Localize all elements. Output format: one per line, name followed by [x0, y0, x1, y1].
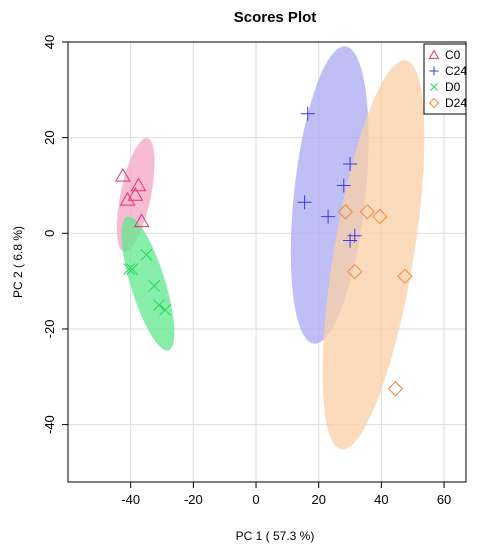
point-d24	[337, 204, 354, 220]
legend-marker-c24	[429, 66, 439, 76]
data-points	[114, 106, 413, 397]
legend-label-c24: C24	[445, 64, 467, 78]
axes: -40 -20 0 20 40 60 -40 -20 0 20 40	[42, 35, 451, 507]
point-d24	[387, 381, 404, 397]
legend: C0 C24 D0 D24	[423, 43, 467, 115]
point-c24	[300, 106, 315, 121]
x-tick-label: -20	[184, 492, 203, 507]
y-axis-label: PC 2 ( 6.8 %)	[11, 226, 25, 298]
point-c24	[343, 156, 358, 171]
y-tick-label: 40	[42, 35, 57, 49]
point-c24	[343, 233, 358, 248]
legend-marker-c0	[428, 49, 440, 59]
point-c24	[336, 178, 351, 193]
point-d24	[359, 204, 375, 220]
point-c24	[321, 209, 336, 224]
point-d24	[397, 268, 413, 285]
point-c24	[297, 195, 312, 210]
point-c0	[119, 191, 136, 206]
x-tick-label: 20	[311, 492, 325, 507]
x-tick-label: 40	[374, 492, 388, 507]
x-tick-label: 0	[252, 492, 259, 507]
point-d0	[126, 263, 139, 276]
legend-label-c0: C0	[445, 48, 461, 62]
legend-label-d24: D24	[445, 96, 467, 110]
ellipse-d24	[322, 60, 425, 450]
point-d0	[159, 303, 172, 316]
point-d0	[123, 263, 136, 276]
y-tick-label: -40	[42, 415, 57, 434]
point-c0	[127, 187, 144, 201]
legend-marker-d24	[428, 97, 440, 109]
confidence-ellipses	[116, 46, 425, 450]
point-d24	[347, 263, 363, 280]
point-c0	[114, 167, 131, 182]
legend-label-d0: D0	[445, 80, 461, 94]
plot-frame	[67, 41, 467, 483]
x-tick-label: -40	[121, 492, 140, 507]
point-d0	[140, 248, 153, 261]
y-tick-label: 0	[42, 230, 57, 237]
x-axis-label: PC 1 ( 57.3 %)	[236, 529, 315, 543]
point-c0	[130, 177, 147, 192]
chart-title: Scores Plot	[234, 9, 317, 26]
point-c0	[133, 213, 150, 228]
point-d24	[372, 208, 388, 225]
ellipse-d0	[121, 216, 175, 351]
legend-marker-d0	[430, 83, 438, 91]
y-tick-label: 20	[42, 130, 57, 144]
point-d0	[152, 299, 165, 311]
y-tick-label: -20	[42, 320, 57, 339]
x-tick-label: 60	[437, 492, 451, 507]
point-d0	[148, 279, 161, 292]
